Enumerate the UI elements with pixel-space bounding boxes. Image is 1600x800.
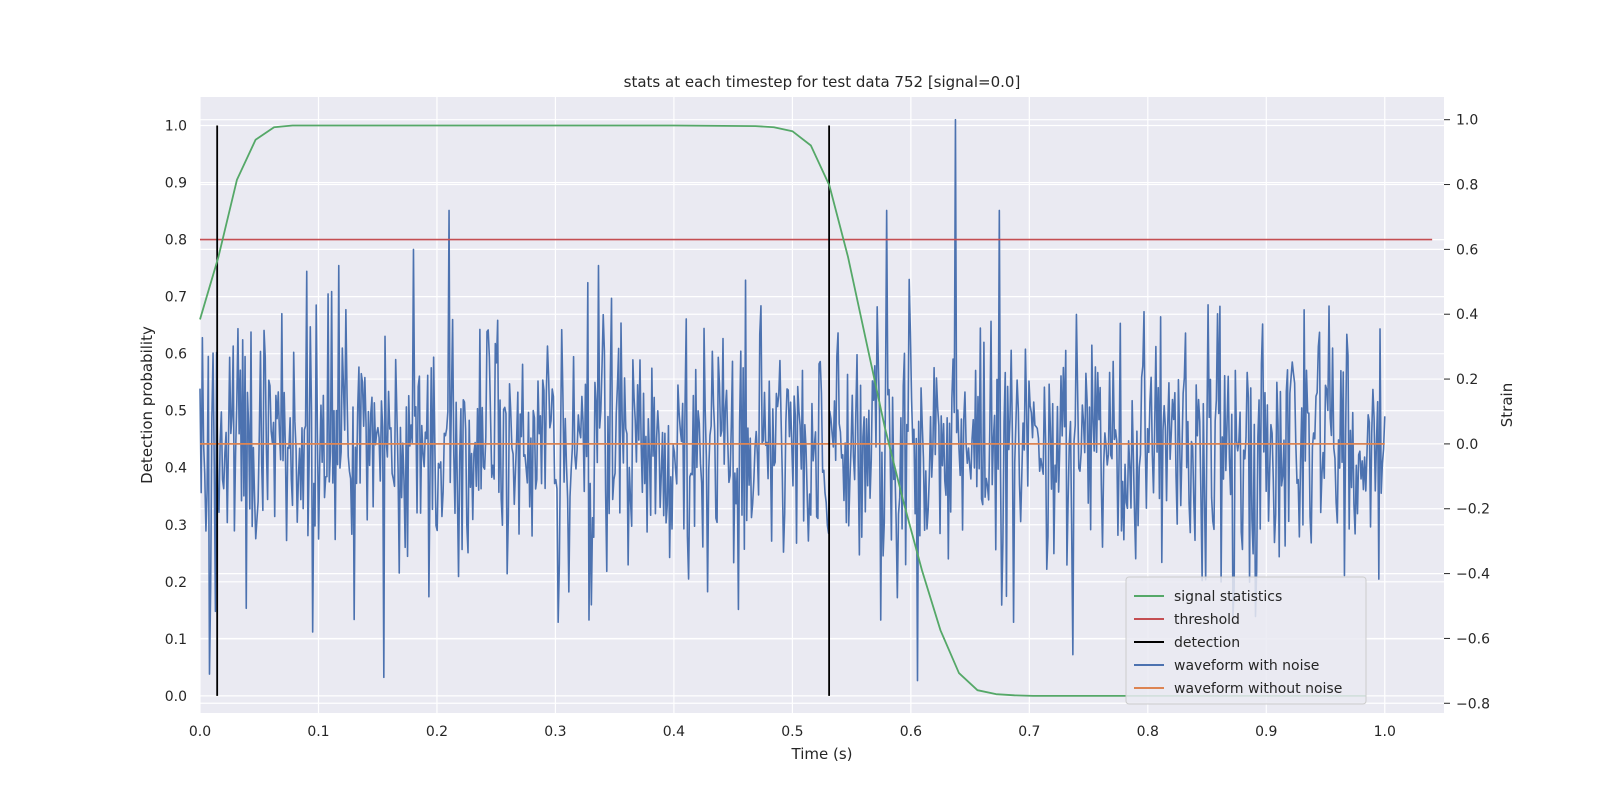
x-tick-label: 0.5 bbox=[781, 724, 803, 740]
y-tick-label: 0.7 bbox=[165, 290, 187, 306]
x-tick-label: 0.1 bbox=[307, 724, 329, 740]
legend-box bbox=[1125, 576, 1367, 705]
y2-tick-label: −0.6 bbox=[1456, 631, 1490, 647]
x-tick-label: 0.9 bbox=[1255, 724, 1277, 740]
y-tick-label: 0.4 bbox=[165, 461, 187, 477]
y2-tick-label: 0.4 bbox=[1456, 307, 1478, 323]
y-tick-label: 0.3 bbox=[165, 518, 187, 534]
chart-title: stats at each timestep for test data 752… bbox=[624, 73, 1021, 91]
y2-tick-label: −0.2 bbox=[1456, 502, 1490, 518]
y-tick-label: 0.2 bbox=[165, 575, 187, 591]
x-tick-label: 0.4 bbox=[663, 724, 685, 740]
y-tick-label: 0.5 bbox=[165, 404, 187, 420]
y-tick-label: 1.0 bbox=[165, 119, 187, 135]
x-tick-label: 0.3 bbox=[544, 724, 566, 740]
x-tick-label: 0.6 bbox=[900, 724, 922, 740]
legend-label: waveform without noise bbox=[1174, 681, 1342, 697]
legend-label: waveform with noise bbox=[1174, 658, 1319, 674]
y2-tick-label: −0.8 bbox=[1456, 696, 1490, 712]
series-layer bbox=[199, 118, 1433, 697]
x-tick-label: 0.7 bbox=[1018, 724, 1040, 740]
x-axis-label: Time (s) bbox=[791, 745, 853, 763]
y-axis-label: Detection probability bbox=[138, 326, 156, 484]
y2-tick-label: 0.0 bbox=[1456, 437, 1478, 453]
legend-label: signal statistics bbox=[1174, 589, 1282, 605]
y-tick-label: 0.8 bbox=[165, 233, 187, 249]
x-tick-label: 0.2 bbox=[426, 724, 448, 740]
y-tick-label: 0.6 bbox=[165, 347, 187, 363]
y2-tick-label: 0.8 bbox=[1456, 178, 1478, 194]
y-tick-label: 0.1 bbox=[165, 632, 187, 648]
tick-labels: 0.0 0.1 0.2 0.3 0.4 0.5 0.6 0.7 0.8 0.9 1.0 0.0 0.1 0… bbox=[165, 113, 1490, 740]
x-tick-label: 0.8 bbox=[1137, 724, 1159, 740]
y2-tick-label: 0.6 bbox=[1456, 242, 1478, 258]
legend: signal statistics threshold detection wavef… bbox=[1125, 576, 1367, 705]
series-signal-statistics bbox=[199, 124, 1367, 697]
x-tick-label: 1.0 bbox=[1374, 724, 1396, 740]
y-tick-label: 0.9 bbox=[165, 176, 187, 192]
y2-tick-label: 1.0 bbox=[1456, 113, 1478, 129]
legend-label: detection bbox=[1174, 635, 1240, 651]
y2-tick-label: 0.2 bbox=[1456, 372, 1478, 388]
y-tick-label: 0.0 bbox=[165, 689, 187, 705]
y2-axis-label: Strain bbox=[1498, 383, 1516, 427]
y2-tick-label: −0.4 bbox=[1456, 567, 1490, 583]
legend-label: threshold bbox=[1174, 612, 1240, 628]
x-tick-label: 0.0 bbox=[189, 724, 211, 740]
